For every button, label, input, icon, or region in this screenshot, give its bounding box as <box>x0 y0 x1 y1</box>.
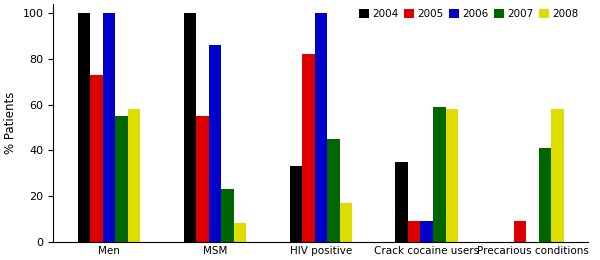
Bar <box>327 139 340 242</box>
Bar <box>221 189 234 242</box>
Bar <box>551 109 564 242</box>
Bar <box>302 54 314 242</box>
Bar <box>290 166 302 242</box>
Bar <box>446 109 458 242</box>
Bar <box>421 221 433 242</box>
Bar <box>90 75 103 242</box>
Bar <box>514 221 526 242</box>
Bar <box>78 13 90 242</box>
Bar <box>103 13 115 242</box>
Bar <box>196 116 209 242</box>
Bar <box>395 162 408 242</box>
Legend: 2004, 2005, 2006, 2007, 2008: 2004, 2005, 2006, 2007, 2008 <box>355 5 583 23</box>
Bar <box>408 221 421 242</box>
Bar <box>314 13 327 242</box>
Bar <box>184 13 196 242</box>
Bar <box>209 45 221 242</box>
Bar <box>128 109 140 242</box>
Bar <box>234 223 246 242</box>
Bar <box>433 107 446 242</box>
Bar <box>340 203 352 242</box>
Bar <box>115 116 128 242</box>
Y-axis label: % Patients: % Patients <box>4 92 17 154</box>
Bar <box>539 148 551 242</box>
